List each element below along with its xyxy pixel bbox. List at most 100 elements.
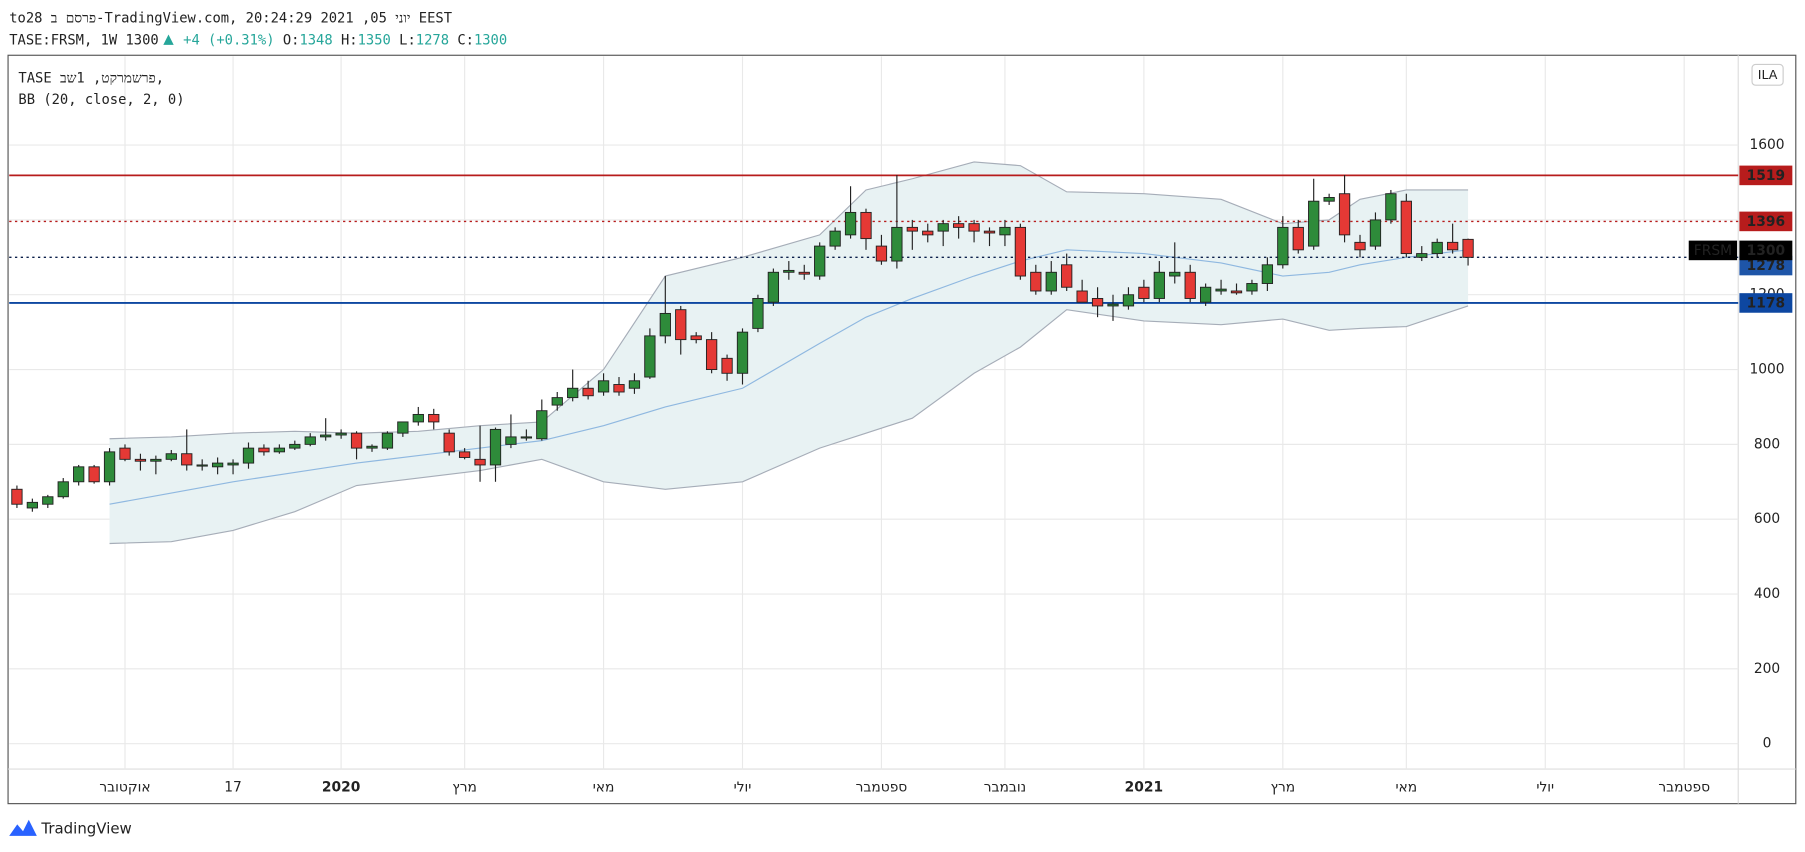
plot (9, 56, 1739, 770)
candle-body (103, 451, 116, 483)
candle-body (628, 380, 641, 389)
band-line (109, 249, 1469, 505)
candle-body (675, 309, 687, 341)
candle-body (211, 462, 224, 468)
candle-body (1354, 241, 1366, 251)
x-tick-label: 17 (224, 780, 242, 796)
currency[interactable]: ILA (1758, 67, 1778, 82)
ohlc-low: 1278 (416, 32, 449, 48)
symbol: TASE:FRSM, 1W (9, 32, 118, 48)
candle-body (952, 223, 965, 228)
currency-box[interactable] (1751, 63, 1784, 86)
logo-icon (9, 819, 37, 836)
x-tick-label: 2020 (322, 780, 360, 796)
candle-body (705, 339, 718, 371)
x-tick-label: מרץ (452, 780, 477, 796)
candle-body (242, 447, 255, 464)
candle-body (767, 271, 780, 303)
candle-body (736, 331, 749, 374)
y-tick-label: 800 (1754, 436, 1780, 452)
candle-body (999, 226, 1011, 236)
candle-body (1230, 290, 1243, 294)
x-tick-label: יולי (1536, 780, 1554, 796)
level-label-box (1739, 293, 1793, 313)
candle-body (26, 501, 39, 509)
candle-body (443, 432, 455, 453)
candle-body (844, 211, 857, 236)
x-tick-label: מאי (1395, 780, 1417, 796)
y-tick-label: 1000 (1749, 362, 1784, 378)
last-price: 1300 (125, 32, 158, 48)
y-tick-label: 400 (1754, 586, 1780, 602)
ohlc-high: 1350 (358, 32, 391, 48)
publisher-line: to28 פרסם ב-TradingView.com, יוני 05, 20… (9, 10, 452, 26)
candle-body (690, 335, 702, 341)
level-label: 1519 (1747, 168, 1785, 184)
candle-body (1169, 271, 1181, 277)
candle-body (11, 488, 23, 505)
candle-body (891, 226, 903, 262)
candle-body (875, 245, 888, 262)
candle-body (397, 421, 409, 434)
candle-body (1369, 219, 1382, 247)
candle-body (474, 458, 486, 466)
x-tick-label: נובמבר (984, 780, 1026, 796)
candle-body (860, 211, 872, 240)
candle-body (613, 384, 625, 393)
candle-body (227, 462, 239, 466)
candle-body (1153, 271, 1165, 299)
x-tick-label: ספטמבר (1658, 780, 1710, 796)
candle-body (489, 428, 502, 466)
ohlc-key: C: (457, 32, 474, 48)
candle-body (1277, 226, 1289, 266)
candle-body (273, 447, 286, 453)
band-fill (109, 161, 1469, 544)
candle-body (582, 387, 594, 397)
symbol-line: TASE:FRSM, 1W 1300 +4 (+0.31%) O:1348 H:… (9, 32, 507, 48)
level-label-box (1739, 165, 1793, 186)
ohlc-close: 1300 (474, 32, 507, 48)
y-tick-label: 200 (1754, 661, 1780, 677)
candle-body (304, 436, 316, 445)
chart-frame (7, 54, 1797, 805)
candle-body (1014, 226, 1027, 277)
candle-body (505, 436, 517, 445)
ohlc-open: 1348 (299, 32, 332, 48)
candle-body (1030, 271, 1042, 292)
candle-body (350, 432, 363, 449)
candle-body (968, 223, 980, 232)
marker-label-box (1739, 255, 1793, 276)
candle-body (1091, 298, 1104, 307)
logo-text: TradingView (40, 819, 131, 837)
candle-body (567, 387, 579, 399)
y-tick-label: 0 (1763, 736, 1772, 752)
candle-body (814, 245, 826, 277)
x-tick-label: ספטמבר (856, 780, 908, 796)
candle-body (983, 230, 996, 234)
legend-indicator: BB (20, close, 2, 0) (18, 92, 184, 108)
candle-body (1292, 226, 1304, 251)
candle-body (428, 413, 440, 423)
y-tick-label: 1600 (1749, 137, 1784, 153)
candle-body (829, 230, 841, 247)
candle-body (1308, 200, 1320, 247)
change: +4 (+0.31%) (183, 32, 274, 48)
candle-body (196, 464, 208, 467)
candle-body (1431, 241, 1443, 255)
candle-body (783, 269, 795, 273)
candle-body (1261, 264, 1274, 284)
candle-body (721, 357, 733, 374)
x-tick-label: אוקטובר (99, 780, 150, 796)
candle-body (258, 447, 270, 453)
ohlc-key: L: (399, 32, 416, 48)
level-label: 1178 (1747, 296, 1785, 312)
candle-body (937, 223, 949, 232)
candle-body (1462, 238, 1474, 258)
candle-body (1061, 264, 1073, 288)
candle-body (1385, 193, 1397, 221)
candle-body (165, 453, 177, 460)
last-price-label-box (1739, 240, 1793, 261)
candle-body (119, 447, 131, 460)
candle-body (1107, 303, 1119, 307)
